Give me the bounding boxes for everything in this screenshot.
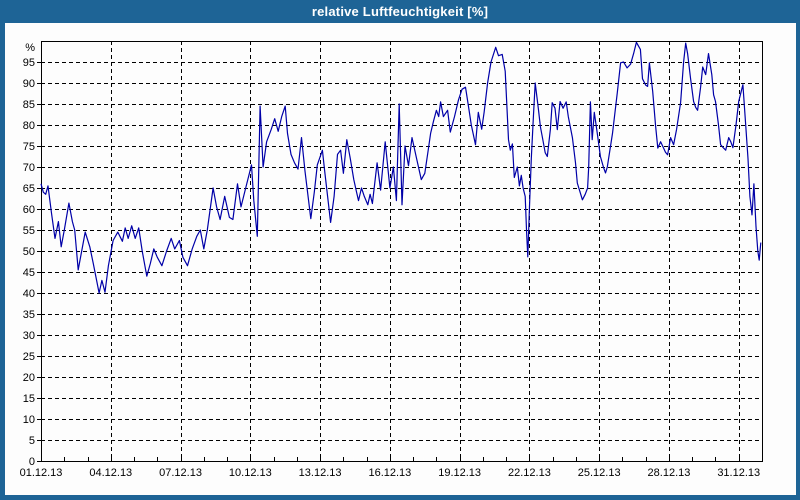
x-tick-label: 07.12.13: [159, 467, 202, 479]
x-tick-label: 01.12.13: [20, 467, 63, 479]
window-frame-left: [0, 23, 5, 500]
window-frame-bottom: [0, 495, 800, 500]
y-tick-label: 85: [23, 99, 35, 111]
x-tick-label: 22.12.13: [508, 467, 551, 479]
y-tick-label: 10: [23, 414, 35, 426]
grid-lines: [41, 41, 762, 461]
y-tick-label: 75: [23, 141, 35, 153]
y-tick-label: 95: [23, 57, 35, 69]
y-tick-label: 65: [23, 183, 35, 195]
y-tick-label: 0: [29, 456, 35, 468]
x-tick-label: 10.12.13: [229, 467, 272, 479]
y-tick-label: 80: [23, 120, 35, 132]
x-tick-label: 13.12.13: [299, 467, 342, 479]
y-tick-label: 50: [23, 246, 35, 258]
title-bar: relative Luftfeuchtigkeit [%]: [0, 0, 800, 23]
y-tick-label: 60: [23, 204, 35, 216]
x-tick-label: 16.12.13: [368, 467, 411, 479]
page-title: relative Luftfeuchtigkeit [%]: [311, 4, 489, 19]
x-tick-label: 25.12.13: [578, 467, 621, 479]
y-tick-label: 20: [23, 372, 35, 384]
y-axis-labels: 0 5 10 15 20 25 30 35 40 45 50 55 60 65 70 75 80 85 90 95%: [23, 42, 35, 468]
plot-border: [41, 41, 763, 462]
y-tick-label: 45: [23, 267, 35, 279]
x-tick-label: 28.12.13: [648, 467, 691, 479]
y-tick-label: 70: [23, 162, 35, 174]
y-tick-label: 5: [29, 435, 35, 447]
y-tick-label: 30: [23, 330, 35, 342]
y-tick-label: 35: [23, 309, 35, 321]
window-frame-right: [796, 23, 800, 500]
y-tick-label: 55: [23, 225, 35, 237]
humidity-series-line: [40, 41, 762, 294]
x-tick-label: 31.12.13: [717, 467, 760, 479]
y-tick-label: 15: [23, 393, 35, 405]
y-tick-label: 40: [23, 288, 35, 300]
x-tick-label: 19.12.13: [438, 467, 481, 479]
y-tick-label: 25: [23, 351, 35, 363]
x-tick-label: 04.12.13: [89, 467, 132, 479]
y-axis-unit-label: %: [25, 42, 35, 54]
axis-ticks: [37, 62, 740, 462]
y-tick-label: 90: [23, 78, 35, 90]
x-axis-labels: 01.12.13 04.12.13 07.12.13 10.12.13 13.12.13…: [20, 467, 761, 479]
